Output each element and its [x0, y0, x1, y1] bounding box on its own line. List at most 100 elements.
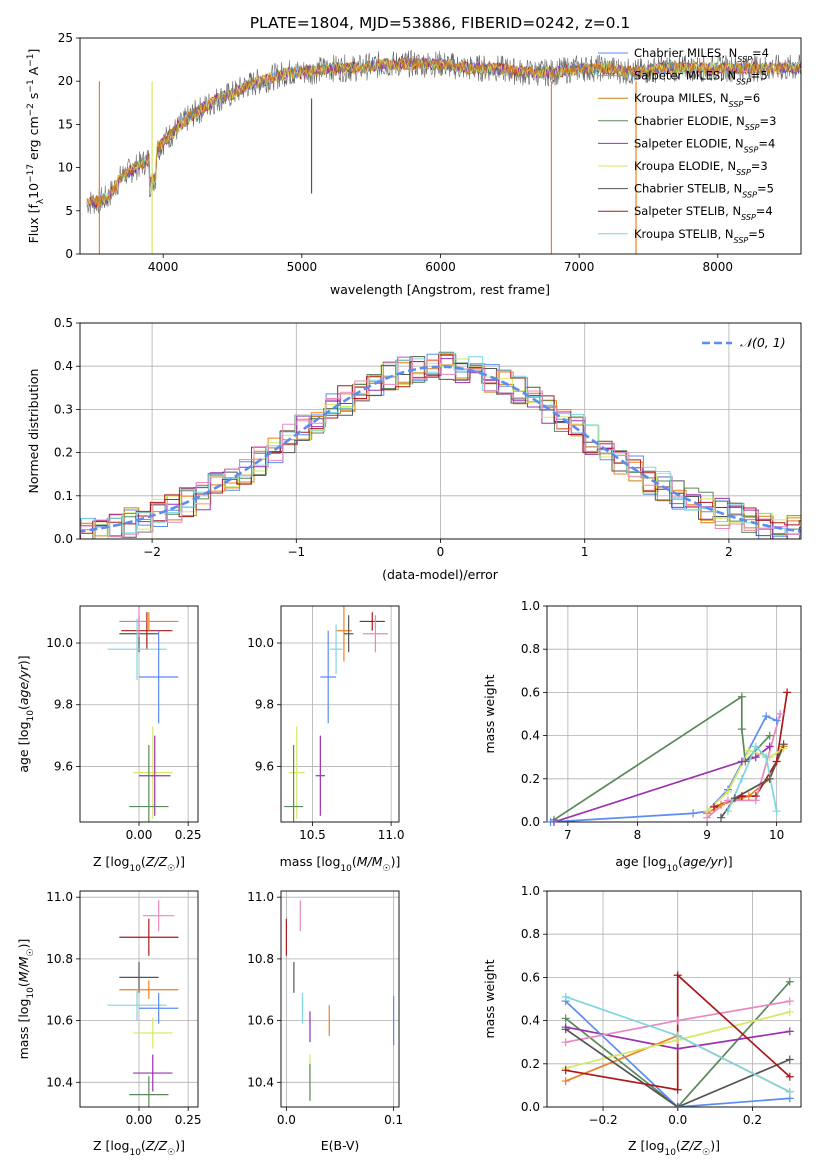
- y-tick-label: 11.0: [247, 890, 274, 904]
- label-part: age/yr: [683, 854, 724, 869]
- x-tick-label: 6000: [425, 260, 456, 274]
- label-part: age/yr: [16, 664, 31, 705]
- weight-marker: [546, 818, 555, 826]
- weight-marker: [762, 753, 771, 762]
- weight-marker: [776, 710, 785, 718]
- weight-marker: [673, 1044, 682, 1053]
- chart-residuals: −2 −1 0 1 2 0.0 0.1 0.2 0.3 0.4 0.5 𝒩(0, 1) (data-mo…: [26, 316, 802, 582]
- weight-marker: [737, 725, 746, 734]
- label-part: −2: [26, 103, 36, 116]
- x-tick-label: 2: [725, 545, 733, 559]
- x-tick-label: 4000: [148, 260, 179, 274]
- y-tick-label: 10.4: [46, 1075, 73, 1089]
- axes-frame: [546, 890, 802, 1108]
- x-tick-label: 8: [634, 828, 642, 842]
- y-tick-label: 0.4: [54, 359, 73, 373]
- plot-area: [86, 50, 801, 254]
- axis-label: age [log10(age/yr)]: [16, 655, 36, 772]
- x-axis-label: wavelength [Angstrom, rest frame]: [330, 282, 550, 297]
- histogram-step: [80, 356, 801, 539]
- axis-label: mass [log10(M/M☉)]: [16, 939, 36, 1060]
- weight-line: [565, 1028, 791, 1107]
- weight-marker: [723, 787, 732, 796]
- axes-frame: [79, 322, 802, 540]
- label-part: ☉: [167, 864, 175, 874]
- y-tick-label: 0.6: [521, 685, 540, 699]
- legend-text: Kroupa ELODIE, N: [634, 159, 736, 173]
- y-tick-label: 10.8: [247, 952, 274, 966]
- legend-entry: Kroupa MILES, NSSP=6: [634, 91, 760, 109]
- label-part: Z/Z: [145, 1138, 168, 1153]
- label-part: Z/Z: [145, 854, 168, 869]
- x-tick-label: 8000: [703, 260, 734, 274]
- x-tick-label: −0.2: [588, 1113, 617, 1127]
- y-tick-label: 0.5: [54, 316, 73, 330]
- label-part: (: [678, 854, 683, 869]
- y-tick-label: 10.6: [247, 1014, 274, 1028]
- label-part: )]: [175, 854, 185, 869]
- y-tick-label: 5: [65, 204, 73, 218]
- y-tick-label: 0: [65, 247, 73, 261]
- legend-text: =5: [748, 227, 765, 241]
- x-tick-label: 10: [769, 828, 784, 842]
- legend-text: Chabrier MILES, N: [634, 46, 737, 60]
- weight-marker: [716, 813, 725, 822]
- histogram-step: [80, 352, 801, 539]
- label-part: )]: [16, 655, 31, 665]
- legend-text: Chabrier STELIB, N: [634, 182, 742, 196]
- x-tick-label: 9: [703, 828, 711, 842]
- weight-marker: [561, 1038, 570, 1047]
- label-part: M/M: [357, 854, 383, 869]
- label-part: ☉: [26, 948, 36, 956]
- legend-sub: SSP: [745, 122, 760, 131]
- label-part: erg cm: [26, 116, 41, 164]
- weight-marker: [785, 1027, 794, 1036]
- weight-marker: [737, 692, 746, 701]
- weight-marker: [703, 813, 712, 822]
- y-tick-label: 1.0: [521, 884, 540, 898]
- label-part: Z [log: [93, 1138, 129, 1153]
- histogram-step: [80, 356, 801, 538]
- y-tick-label: 0.1: [54, 489, 73, 503]
- weight-marker: [689, 809, 698, 818]
- y-tick-label: 0.2: [521, 1057, 540, 1071]
- y-tick-label: 10.0: [247, 636, 274, 650]
- label-part: s: [26, 93, 41, 104]
- x-tick-label: 7000: [564, 260, 595, 274]
- legend-entry: Kroupa STELIB, NSSP=5: [634, 227, 765, 245]
- x-tick-label: 0.00: [126, 828, 153, 842]
- y-tick-label: 0.0: [521, 1100, 540, 1114]
- label-part: )]: [16, 939, 31, 949]
- y-tick-label: 0.8: [521, 927, 540, 941]
- y-tick-label: 20: [58, 74, 73, 88]
- gaussian-reference-line: [80, 365, 801, 533]
- label-part: 10: [129, 864, 141, 874]
- weight-marker: [751, 742, 760, 751]
- legend-sub: SSP: [734, 235, 749, 244]
- label-part: ☉: [702, 1148, 710, 1158]
- weight-marker: [779, 740, 788, 749]
- label-part: A: [26, 66, 41, 79]
- y-tick-label: 9.8: [255, 698, 274, 712]
- weight-line: [553, 695, 771, 821]
- y-tick-label: 0.6: [521, 970, 540, 984]
- chart-z_weight: −0.2 0.0 0.2 0.0 0.2 0.4 0.6 0.8 1.0 Z [log10(Z/Z…: [482, 884, 802, 1158]
- weight-marker: [772, 716, 781, 725]
- label-part: −17: [26, 164, 36, 183]
- legend-text: =4: [752, 46, 769, 60]
- label-part: age [log: [615, 854, 666, 869]
- weight-marker: [737, 774, 746, 783]
- legend-text: =3: [760, 114, 777, 128]
- weight-marker: [723, 807, 732, 816]
- legend-text: =3: [751, 159, 768, 173]
- x-tick-label: 1: [581, 545, 589, 559]
- label-part: (: [16, 982, 31, 987]
- x-tick-label: 0.0: [277, 1113, 296, 1127]
- x-tick-label: 7: [564, 828, 572, 842]
- axes-frame: [280, 890, 400, 1108]
- legend-entry: Chabrier ELODIE, NSSP=3: [634, 114, 776, 132]
- legend-text: =4: [758, 136, 775, 150]
- plot-area: [285, 900, 395, 1101]
- x-tick-label: −2: [143, 545, 161, 559]
